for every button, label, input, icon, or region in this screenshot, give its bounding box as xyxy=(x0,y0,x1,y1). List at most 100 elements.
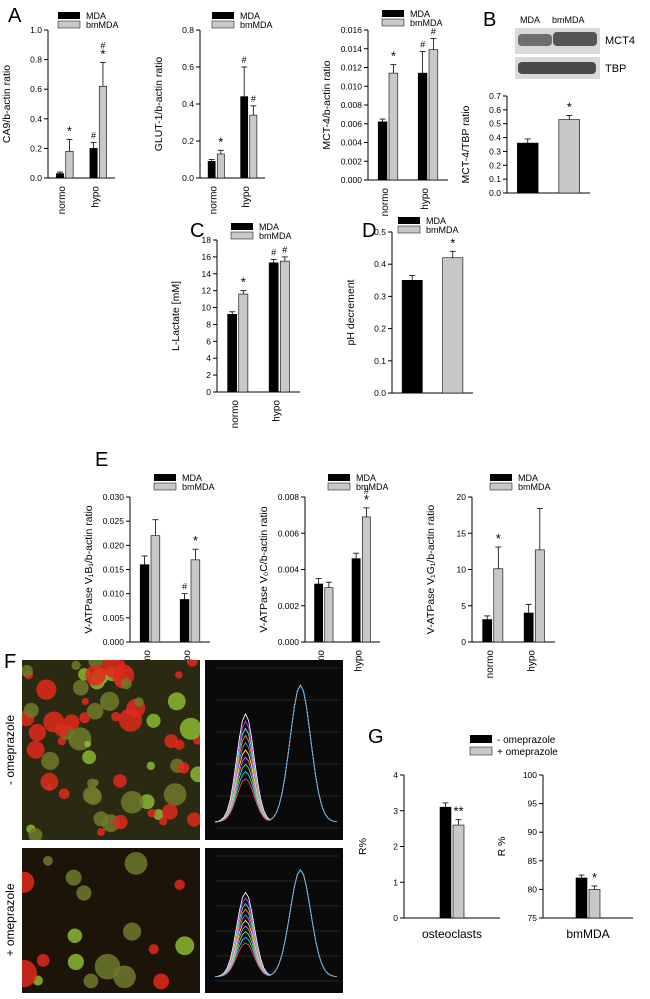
y-tick-label-b: 0.2 xyxy=(489,160,501,170)
y-tick-label-g2: 90 xyxy=(528,827,538,837)
y-tick-label-e3: 20 xyxy=(457,492,467,502)
legend-swatch-mda-c xyxy=(231,223,253,230)
y-tick-label-d: 0.4 xyxy=(374,259,386,269)
bar-e1-a xyxy=(179,599,190,643)
legend-swatch-mda-a1 xyxy=(58,12,80,19)
y-tick-label-a2: 0.4 xyxy=(182,99,194,109)
bar-g2-a xyxy=(575,877,588,919)
x-tick-label-a2: normo xyxy=(208,186,219,215)
blot-row-label-mct4: MCT4 xyxy=(605,35,635,47)
y-tick-label-a3: 0.006 xyxy=(341,119,363,129)
x-tick-label-a2: hypo xyxy=(241,186,252,208)
bar-a1-b xyxy=(65,151,74,179)
bar-a2-b xyxy=(249,114,258,179)
y-tick-label-e1: 0.020 xyxy=(103,540,125,550)
y-tick-label-b: 0.7 xyxy=(489,91,501,101)
y-tick-label-e3: 0 xyxy=(461,637,466,647)
y-tick-label-a1: 0.4 xyxy=(30,114,42,124)
y-tick-label-d: 0.3 xyxy=(374,291,386,301)
legend-swatch-bmmda-e1 xyxy=(153,482,177,491)
blot-row-label-tbp: TBP xyxy=(605,63,626,75)
bar-e1-a xyxy=(139,564,150,643)
legend-label-bmmda-a2: bmMDA xyxy=(240,20,273,30)
significance-mark-a3: # xyxy=(420,40,425,50)
significance-mark-d: * xyxy=(450,235,455,250)
y-tick-label-e1: 0.015 xyxy=(103,565,125,575)
legend-label-mda-a2: MDA xyxy=(240,11,260,21)
spectra-plot xyxy=(205,660,343,840)
bar-e1-b xyxy=(150,535,161,643)
y-tick-label-g1: 1 xyxy=(393,877,398,887)
panel-label-b: B xyxy=(483,9,496,31)
y-tick-label-a3: 0.008 xyxy=(341,100,363,110)
bar-c-a xyxy=(227,314,238,393)
y-tick-label-c: 2 xyxy=(206,370,211,380)
panel-label-e: E xyxy=(95,449,108,471)
y-tick-label-e1: 0.010 xyxy=(103,589,125,599)
y-tick-label-d: 0.1 xyxy=(374,356,386,366)
y-tick-label-b: 0.4 xyxy=(489,133,501,143)
y-axis-label-e1: V-ATPase V₁B₁/b-actin ratio xyxy=(83,505,95,633)
x-tick-label-a3: hypo xyxy=(420,188,431,210)
y-tick-label-c: 0 xyxy=(206,387,211,397)
x-axis-label-g1: osteoclasts xyxy=(422,927,482,941)
legend-swatch-mda-e3 xyxy=(490,474,512,481)
y-tick-label-g2: 85 xyxy=(528,856,538,866)
bar-e3-a xyxy=(482,619,493,643)
bar-a2-a xyxy=(240,96,249,179)
y-tick-label-b: 0.5 xyxy=(489,119,501,129)
y-axis-label-e2: V-ATPase V₀C/b-actin ratio xyxy=(258,506,270,632)
y-tick-label-e2: 0.004 xyxy=(278,565,300,575)
significance-mark-g2: * xyxy=(592,870,597,885)
y-tick-label-g1: 0 xyxy=(393,913,398,923)
y-axis-label-d: pH decrement xyxy=(345,279,357,345)
x-tick-label-e2: hypo xyxy=(353,650,364,672)
y-tick-label-a2: 0.0 xyxy=(182,173,194,183)
bar-c-a xyxy=(268,262,279,393)
legend-swatch-bmmda-a1 xyxy=(57,20,81,29)
x-tick-label-c: hypo xyxy=(271,400,282,422)
y-tick-label-e2: 0.008 xyxy=(278,492,300,502)
y-axis-label-a2: GLUT-1/b-actin ratio xyxy=(153,57,165,152)
y-tick-label-e3: 10 xyxy=(457,565,467,575)
bar-a3-a xyxy=(377,121,388,181)
legend-label-minus-omeprazole: - omeprazole xyxy=(497,735,556,746)
y-tick-label-g1: 4 xyxy=(393,770,398,780)
significance-mark-a2: # xyxy=(242,55,247,65)
bar-a3-b xyxy=(388,72,399,181)
y-tick-label-e1: 0.000 xyxy=(103,637,125,647)
y-tick-label-a2: 0.8 xyxy=(182,25,194,35)
x-tick-label-c: normo xyxy=(230,400,241,429)
y-tick-label-a1: 1.0 xyxy=(30,25,42,35)
legend-swatch-bmmda-d xyxy=(397,225,421,234)
micrograph-image xyxy=(22,660,200,840)
y-tick-label-c: 18 xyxy=(202,235,212,245)
bar-e1-b xyxy=(190,559,201,643)
significance-mark-e2: * xyxy=(364,492,369,507)
y-tick-label-e1: 0.005 xyxy=(103,613,125,623)
blot-band-tbp xyxy=(518,62,596,74)
significance-mark-a1: * xyxy=(67,124,72,139)
spectra-plot xyxy=(205,848,343,993)
significance-mark-c: # xyxy=(282,245,287,255)
y-tick-label-b: 0.0 xyxy=(489,188,501,198)
significance-mark-g1: ** xyxy=(453,804,463,819)
y-tick-label-a2: 0.2 xyxy=(182,136,194,146)
bar-e2-b xyxy=(361,516,371,643)
y-tick-label-a3: 0.010 xyxy=(341,81,363,91)
y-tick-label-c: 12 xyxy=(202,286,212,296)
y-tick-label-g2: 100 xyxy=(523,770,537,780)
bar-c-b xyxy=(238,293,249,393)
bar-e2-b xyxy=(324,587,334,643)
significance-mark-c: # xyxy=(271,247,276,257)
y-tick-label-c: 14 xyxy=(202,269,212,279)
y-tick-label-g1: 2 xyxy=(393,842,398,852)
significance-mark-a2: * xyxy=(218,134,223,149)
blot-band-mct4-mda xyxy=(518,34,552,46)
blot-label-bmmda: bmMDA xyxy=(552,15,585,25)
y-tick-label-e1: 0.025 xyxy=(103,516,125,526)
y-tick-label-a3: 0.002 xyxy=(341,156,363,166)
y-tick-label-d: 0.2 xyxy=(374,324,386,334)
legend-label-mda-e1: MDA xyxy=(182,473,202,483)
significance-mark-a1: # xyxy=(100,41,105,51)
